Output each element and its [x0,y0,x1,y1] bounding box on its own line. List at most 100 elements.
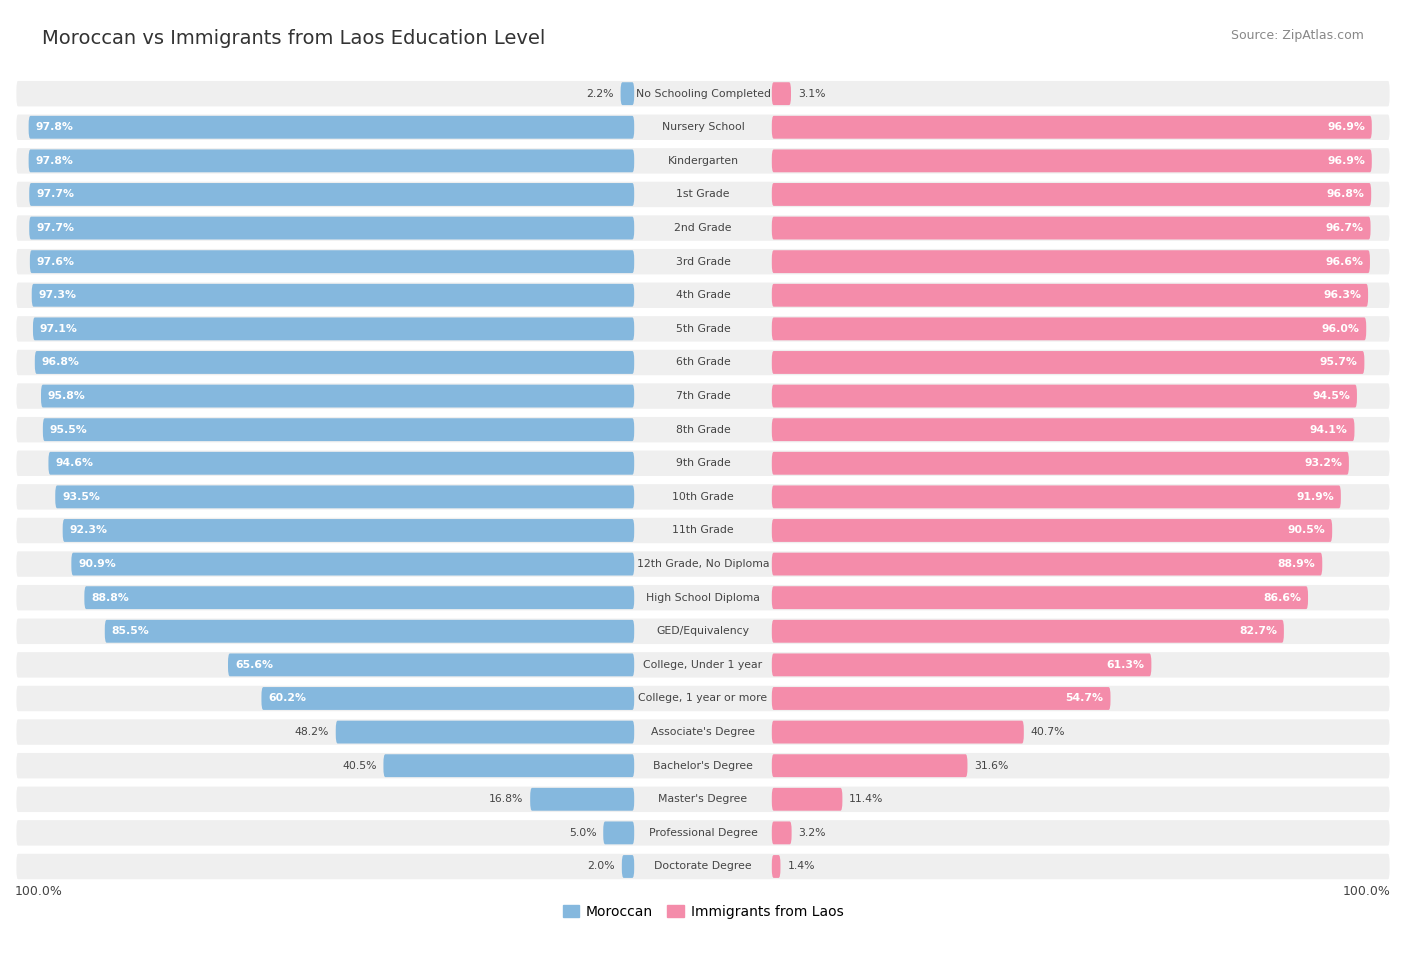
FancyBboxPatch shape [772,351,1364,373]
FancyBboxPatch shape [336,721,634,744]
Text: 88.9%: 88.9% [1278,559,1316,569]
Text: 82.7%: 82.7% [1239,626,1277,637]
Text: 5th Grade: 5th Grade [676,324,730,333]
Text: Doctorate Degree: Doctorate Degree [654,862,752,872]
Text: 95.8%: 95.8% [48,391,86,401]
Text: 3.1%: 3.1% [797,89,825,98]
FancyBboxPatch shape [30,183,634,206]
Text: 97.8%: 97.8% [35,122,73,133]
FancyBboxPatch shape [772,822,792,844]
FancyBboxPatch shape [15,415,1391,444]
Text: 88.8%: 88.8% [91,593,129,603]
FancyBboxPatch shape [15,785,1391,813]
FancyBboxPatch shape [772,451,1348,475]
FancyBboxPatch shape [384,755,634,777]
FancyBboxPatch shape [30,251,634,273]
Text: 92.3%: 92.3% [69,526,107,535]
Text: 96.7%: 96.7% [1326,223,1364,233]
FancyBboxPatch shape [772,586,1308,609]
Text: 60.2%: 60.2% [269,693,307,704]
FancyBboxPatch shape [621,855,634,878]
FancyBboxPatch shape [15,113,1391,141]
FancyBboxPatch shape [772,149,1372,173]
FancyBboxPatch shape [772,216,1371,240]
Text: 97.7%: 97.7% [37,223,75,233]
Legend: Moroccan, Immigrants from Laos: Moroccan, Immigrants from Laos [557,899,849,924]
FancyBboxPatch shape [772,116,1372,138]
Text: 2nd Grade: 2nd Grade [675,223,731,233]
Text: Moroccan vs Immigrants from Laos Education Level: Moroccan vs Immigrants from Laos Educati… [42,29,546,48]
Text: 6th Grade: 6th Grade [676,358,730,368]
Text: 96.8%: 96.8% [42,358,80,368]
Text: 9th Grade: 9th Grade [676,458,730,468]
FancyBboxPatch shape [30,216,634,240]
Text: 94.5%: 94.5% [1312,391,1350,401]
Text: Master's Degree: Master's Degree [658,795,748,804]
FancyBboxPatch shape [15,752,1391,780]
FancyBboxPatch shape [772,687,1111,710]
Text: 95.7%: 95.7% [1320,358,1358,368]
Text: 97.8%: 97.8% [35,156,73,166]
FancyBboxPatch shape [620,82,634,105]
Text: 4th Grade: 4th Grade [676,291,730,300]
Text: 94.1%: 94.1% [1310,425,1347,435]
FancyBboxPatch shape [772,755,967,777]
Text: 16.8%: 16.8% [489,795,523,804]
Text: 100.0%: 100.0% [1343,885,1391,898]
FancyBboxPatch shape [15,449,1391,478]
FancyBboxPatch shape [84,586,634,609]
FancyBboxPatch shape [772,855,780,878]
FancyBboxPatch shape [772,82,792,105]
Text: 3rd Grade: 3rd Grade [675,256,731,267]
Text: 96.0%: 96.0% [1322,324,1360,333]
Text: Associate's Degree: Associate's Degree [651,727,755,737]
FancyBboxPatch shape [15,718,1391,746]
Text: 61.3%: 61.3% [1107,660,1144,670]
FancyBboxPatch shape [42,418,634,441]
Text: 90.9%: 90.9% [79,559,115,569]
FancyBboxPatch shape [105,620,634,643]
Text: 2.2%: 2.2% [586,89,613,98]
Text: 97.1%: 97.1% [39,324,77,333]
FancyBboxPatch shape [15,315,1391,343]
FancyBboxPatch shape [603,822,634,844]
Text: 96.9%: 96.9% [1327,156,1365,166]
FancyBboxPatch shape [15,248,1391,276]
Text: GED/Equivalency: GED/Equivalency [657,626,749,637]
Text: 48.2%: 48.2% [294,727,329,737]
Text: 91.9%: 91.9% [1296,491,1334,502]
FancyBboxPatch shape [15,214,1391,242]
Text: 11.4%: 11.4% [849,795,883,804]
Text: 7th Grade: 7th Grade [676,391,730,401]
Text: 95.5%: 95.5% [49,425,87,435]
FancyBboxPatch shape [772,788,842,811]
FancyBboxPatch shape [15,819,1391,847]
FancyBboxPatch shape [15,517,1391,545]
Text: High School Diploma: High School Diploma [647,593,759,603]
FancyBboxPatch shape [28,149,634,173]
FancyBboxPatch shape [772,284,1368,307]
Text: 96.8%: 96.8% [1326,189,1364,200]
Text: No Schooling Completed: No Schooling Completed [636,89,770,98]
FancyBboxPatch shape [41,385,634,408]
FancyBboxPatch shape [48,451,634,475]
Text: 2.0%: 2.0% [588,862,614,872]
FancyBboxPatch shape [15,483,1391,511]
FancyBboxPatch shape [15,281,1391,309]
Text: Source: ZipAtlas.com: Source: ZipAtlas.com [1230,29,1364,42]
Text: 90.5%: 90.5% [1288,526,1326,535]
FancyBboxPatch shape [772,519,1331,542]
Text: Bachelor's Degree: Bachelor's Degree [652,760,754,770]
FancyBboxPatch shape [772,183,1371,206]
FancyBboxPatch shape [55,486,634,508]
Text: 54.7%: 54.7% [1066,693,1104,704]
Text: 97.6%: 97.6% [37,256,75,267]
FancyBboxPatch shape [63,519,634,542]
FancyBboxPatch shape [772,385,1357,408]
FancyBboxPatch shape [32,318,634,340]
Text: 97.3%: 97.3% [38,291,76,300]
Text: 97.7%: 97.7% [37,189,75,200]
FancyBboxPatch shape [772,318,1367,340]
FancyBboxPatch shape [772,251,1369,273]
FancyBboxPatch shape [772,721,1024,744]
